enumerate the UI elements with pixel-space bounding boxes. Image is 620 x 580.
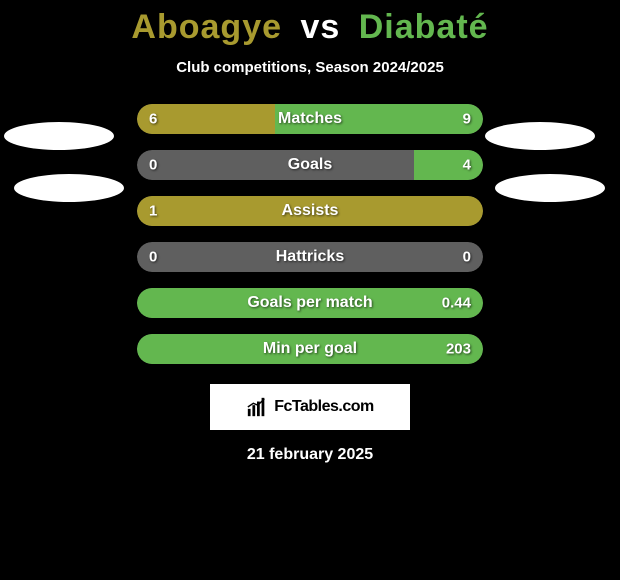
bar-fill-player2	[137, 288, 483, 318]
bar-fill-player2	[275, 104, 483, 134]
decorative-ellipse	[495, 174, 605, 202]
title-vs: vs	[292, 8, 348, 46]
stat-row: Hattricks00	[137, 242, 483, 272]
logo-box: FcTables.com	[210, 384, 410, 430]
title-player2: Diabaté	[359, 8, 489, 46]
stat-row: Goals04	[137, 150, 483, 180]
decorative-ellipse	[4, 122, 114, 150]
stat-row: Min per goal203	[137, 334, 483, 364]
stat-row: Assists1	[137, 196, 483, 226]
stat-row: Matches69	[137, 104, 483, 134]
date: 21 february 2025	[247, 446, 373, 464]
bar-fill-player2	[137, 334, 483, 364]
title-player1: Aboagye	[131, 8, 282, 46]
stat-row: Goals per match0.44	[137, 288, 483, 318]
bar-fill-player1	[137, 196, 483, 226]
subtitle: Club competitions, Season 2024/2025	[176, 59, 444, 76]
logo-chart-icon	[246, 396, 268, 418]
logo-text: FcTables.com	[274, 398, 374, 416]
decorative-ellipse	[485, 122, 595, 150]
title: Aboagye vs Diabaté	[131, 8, 488, 47]
comparison-card: Aboagye vs Diabaté Club competitions, Se…	[0, 0, 620, 464]
bar-fill-player2	[414, 150, 483, 180]
bar-fill-player1	[137, 104, 275, 134]
decorative-ellipse	[14, 174, 124, 202]
bar-background	[137, 242, 483, 272]
